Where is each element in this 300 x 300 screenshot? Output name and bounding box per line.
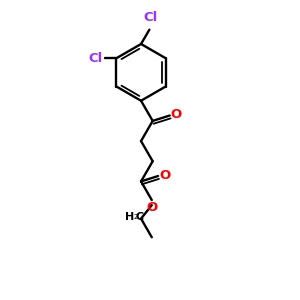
Text: $_2$: $_2$ bbox=[133, 212, 139, 222]
Text: C: C bbox=[136, 212, 144, 222]
Text: O: O bbox=[159, 169, 170, 182]
Text: Cl: Cl bbox=[143, 11, 157, 24]
Text: O: O bbox=[171, 108, 182, 122]
Text: Cl: Cl bbox=[88, 52, 103, 65]
Text: H: H bbox=[125, 212, 134, 222]
Text: O: O bbox=[147, 201, 158, 214]
